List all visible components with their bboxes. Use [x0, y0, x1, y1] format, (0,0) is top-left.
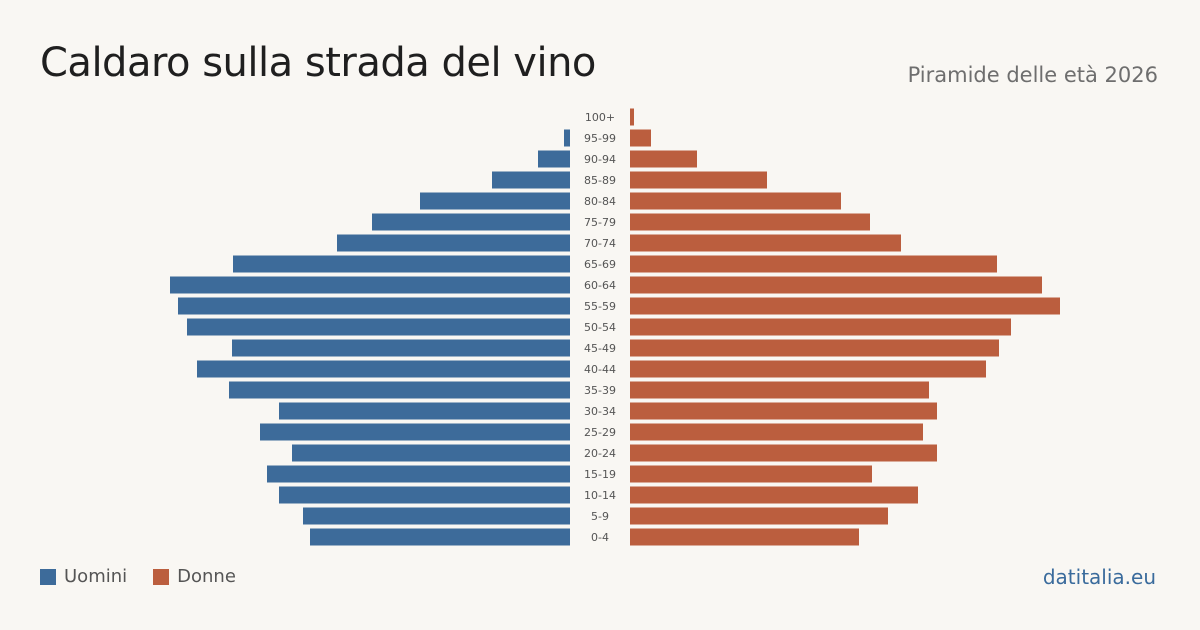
bar-men-95-99 — [564, 129, 570, 147]
bar-men-35-39 — [229, 381, 570, 399]
age-group-label: 50-54 — [584, 321, 616, 334]
age-group-label: 25-29 — [584, 426, 616, 439]
bar-men-15-19 — [267, 465, 570, 483]
bar-women-55-59 — [630, 297, 1060, 315]
bar-women-60-64 — [630, 276, 1042, 294]
bar-men-65-69 — [233, 255, 570, 273]
age-group-label: 45-49 — [584, 342, 616, 355]
bar-women-15-19 — [630, 465, 872, 483]
bar-women-30-34 — [630, 402, 937, 420]
bar-women-95-99 — [630, 129, 651, 147]
bar-men-10-14 — [279, 486, 570, 504]
bar-men-70-74 — [337, 234, 570, 252]
legend-swatch-women — [153, 568, 170, 585]
bar-men-25-29 — [260, 423, 570, 441]
bar-women-45-49 — [630, 339, 999, 357]
age-group-label: 55-59 — [584, 300, 616, 313]
age-group-label: 90-94 — [584, 153, 616, 166]
legend-label-men: Uomini — [64, 566, 128, 587]
bar-women-25-29 — [630, 423, 923, 441]
legend: Uomini Donne — [40, 566, 236, 587]
bar-men-0-4 — [310, 528, 570, 546]
age-group-label: 35-39 — [584, 384, 616, 397]
bar-women-20-24 — [630, 444, 937, 462]
bar-men-45-49 — [232, 339, 570, 357]
age-group-label: 80-84 — [584, 195, 616, 208]
bar-men-50-54 — [187, 318, 570, 336]
age-group-label: 100+ — [585, 111, 615, 124]
age-group-label: 40-44 — [584, 363, 616, 376]
age-group-label: 30-34 — [584, 405, 616, 418]
bar-women-80-84 — [630, 192, 841, 210]
bar-women-5-9 — [630, 507, 888, 525]
bar-men-20-24 — [292, 444, 570, 462]
bar-men-90-94 — [538, 150, 570, 168]
age-group-label: 60-64 — [584, 279, 616, 292]
chart-subtitle: Piramide delle età 2026 — [907, 63, 1158, 87]
legend-item-men: Uomini — [40, 566, 127, 587]
bar-men-5-9 — [303, 507, 570, 525]
bar-men-75-79 — [372, 213, 570, 231]
bar-women-100+ — [630, 108, 634, 126]
bar-men-55-59 — [178, 297, 570, 315]
bar-women-70-74 — [630, 234, 901, 252]
age-group-label: 20-24 — [584, 447, 616, 460]
bar-women-35-39 — [630, 381, 929, 399]
bar-men-80-84 — [420, 192, 570, 210]
age-group-label: 65-69 — [584, 258, 616, 271]
legend-label-women: Donne — [177, 566, 236, 587]
bar-men-85-89 — [492, 171, 570, 189]
legend-item-women: Donne — [153, 566, 236, 587]
age-group-label: 10-14 — [584, 489, 616, 502]
age-group-label: 5-9 — [591, 510, 609, 523]
bar-women-10-14 — [630, 486, 918, 504]
source-link[interactable]: datitalia.eu — [1042, 565, 1156, 589]
chart-title: Caldaro sulla strada del vino — [40, 40, 596, 86]
age-group-label: 75-79 — [584, 216, 616, 229]
age-group-label: 15-19 — [584, 468, 616, 481]
age-group-label: 0-4 — [591, 531, 609, 544]
bar-women-90-94 — [630, 150, 697, 168]
bar-women-85-89 — [630, 171, 767, 189]
age-group-label: 95-99 — [584, 132, 616, 145]
bar-men-30-34 — [279, 402, 570, 420]
bar-men-60-64 — [170, 276, 570, 294]
age-group-label: 85-89 — [584, 174, 616, 187]
bar-women-0-4 — [630, 528, 859, 546]
bar-women-65-69 — [630, 255, 997, 273]
bar-women-40-44 — [630, 360, 986, 378]
bar-men-40-44 — [197, 360, 570, 378]
bar-women-75-79 — [630, 213, 870, 231]
bar-women-50-54 — [630, 318, 1011, 336]
age-group-label: 70-74 — [584, 237, 616, 250]
legend-swatch-men — [40, 568, 56, 585]
